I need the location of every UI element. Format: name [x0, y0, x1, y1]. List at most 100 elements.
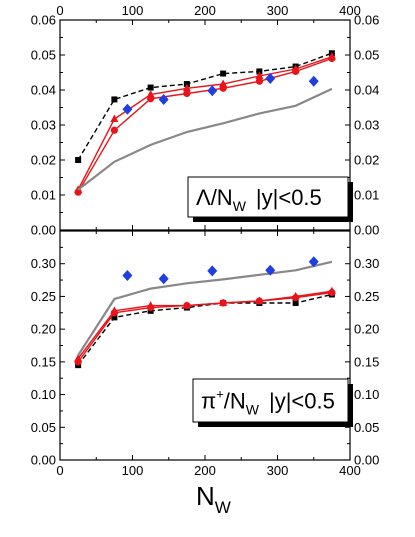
circle-point — [255, 297, 263, 305]
circle-point — [255, 77, 263, 85]
x-axis-label: NW — [196, 481, 231, 517]
x-tick-label: 400 — [339, 463, 361, 478]
y-tick-label: 0.05 — [31, 48, 56, 63]
triangle-point — [110, 114, 119, 123]
label-sub: W — [246, 402, 260, 418]
y-tick-label-right: 0.04 — [354, 83, 379, 98]
y-tick-label-right: 0.10 — [354, 387, 379, 402]
y-tick-label-right: 0.05 — [354, 48, 379, 63]
circle-point — [147, 303, 155, 312]
square-point — [111, 96, 118, 103]
x-tick-label: 0 — [56, 463, 63, 478]
diamond-point — [308, 75, 319, 87]
lambda-panel: 0 100 200 300 400 0.00 0.00 0.01 0.01 0.02 0.02 0.0… — [31, 3, 380, 238]
circle-point — [219, 84, 227, 92]
diamond-point — [265, 72, 276, 84]
y-tick-label: 0.15 — [31, 354, 56, 369]
y-tick-label: 0.05 — [31, 420, 56, 435]
square-point — [147, 84, 154, 91]
diamond-point — [158, 273, 169, 285]
triangle-point — [182, 83, 191, 92]
x-axis-sub: W — [215, 498, 231, 517]
y-tick-label-right: 0.06 — [354, 13, 379, 28]
label-sup: + — [216, 387, 224, 402]
series-line-black — [77, 52, 333, 161]
x-tick-label: 200 — [194, 463, 216, 478]
y-tick-label-right: 0.03 — [354, 118, 379, 133]
circle-point — [292, 67, 300, 76]
diamond-point — [207, 85, 218, 97]
x-tick-label: 300 — [267, 463, 289, 478]
circle-point — [74, 358, 82, 366]
x-tick-label-top: 400 — [339, 3, 361, 18]
x-axis-main: N — [196, 481, 215, 511]
y-tick-label-right: 0.30 — [354, 256, 379, 271]
circle-point — [74, 188, 82, 196]
pion-label: π+/NW |y|<0.5 — [201, 387, 335, 418]
y-tick-label: 0.25 — [31, 289, 56, 304]
x-axis-title: NW — [196, 481, 231, 517]
circle-point — [328, 288, 336, 297]
x-tick-label-top: 300 — [267, 3, 289, 18]
circle-point — [328, 54, 336, 63]
y-tick-label-right: 0.01 — [354, 188, 379, 203]
square-point — [111, 314, 118, 321]
y-tick-label-right: 0.20 — [354, 322, 379, 337]
diamond-point — [122, 103, 133, 115]
y-tick-label: 0.02 — [31, 153, 56, 168]
x-tick-label-top: 200 — [194, 3, 216, 18]
label-sub: W — [233, 198, 247, 214]
y-tick-label-right: 0.15 — [354, 354, 379, 369]
y-tick-label: 0.06 — [31, 13, 56, 28]
triangle-point — [219, 79, 228, 88]
label-n: /N — [224, 389, 246, 414]
y-tick-label: 0.20 — [31, 322, 56, 337]
series-line-red-triangles — [77, 56, 333, 191]
square-point — [220, 70, 227, 77]
y-tick-label: 0.00 — [31, 453, 56, 468]
diamond-point — [122, 269, 133, 281]
y-tick-label-right: 0.00 — [354, 453, 379, 468]
label-main: π — [201, 389, 216, 414]
circle-point — [110, 126, 118, 134]
lambda-label: Λ/NW |y|<0.5 — [196, 185, 322, 214]
x-tick-label: 100 — [122, 463, 144, 478]
series-line-red-circles — [77, 57, 333, 193]
circle-point — [183, 89, 191, 98]
diamond-point — [158, 93, 169, 105]
y-tick-label: 0.10 — [31, 387, 56, 402]
y-tick-label-right: 0.05 — [354, 420, 379, 435]
square-point — [256, 68, 263, 75]
label-box — [187, 176, 349, 218]
label-cut: |y|<0.5 — [256, 185, 322, 210]
y-tick-label: 0.00 — [31, 223, 56, 238]
circle-point — [110, 309, 118, 317]
triangle-point — [255, 71, 264, 79]
series-line-gray — [77, 87, 333, 191]
y-tick-label: 0.01 — [31, 188, 56, 203]
label-cut: |y|<0.5 — [269, 389, 335, 414]
triangle-point — [146, 90, 155, 98]
circle-point — [219, 299, 227, 307]
diamond-point — [308, 256, 319, 268]
x-tick-label-top: 100 — [122, 3, 144, 18]
square-point — [75, 157, 82, 163]
x-tick-label-top: 0 — [56, 3, 63, 18]
y-tick-label-right: 0.02 — [354, 153, 379, 168]
label-main: Λ/N — [196, 185, 233, 210]
y-tick-label: 0.30 — [31, 256, 56, 271]
circle-point — [183, 301, 191, 310]
y-tick-label: 0.04 — [31, 83, 56, 98]
label-box — [192, 378, 349, 423]
series-line-gray — [77, 260, 333, 356]
y-tick-label-right: 0.25 — [354, 289, 379, 304]
circle-point — [147, 95, 155, 103]
diamond-point — [265, 264, 276, 276]
y-tick-label: 0.03 — [31, 118, 56, 133]
circle-point — [292, 294, 300, 302]
y-tick-label-right: 0.00 — [354, 223, 379, 238]
series-line-black — [77, 293, 333, 366]
series-line-red-circles — [77, 291, 332, 363]
